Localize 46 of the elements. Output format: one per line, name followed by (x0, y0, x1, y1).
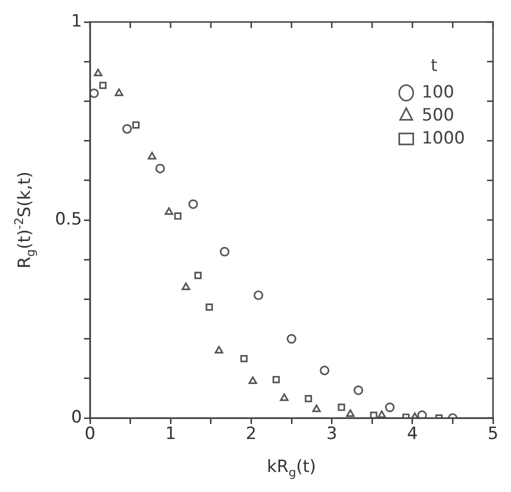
legend-label: 1000 (422, 128, 465, 148)
point (248, 376, 258, 384)
y-tick-label: 0 (71, 407, 82, 428)
point (272, 376, 280, 384)
point (378, 410, 386, 418)
y-tick-label: 0.5 (54, 209, 82, 230)
point (174, 212, 182, 220)
point (188, 199, 198, 209)
x-tick-label: 3 (326, 424, 338, 444)
x-tick-label: 0 (84, 424, 96, 444)
point (254, 290, 264, 300)
point (182, 282, 190, 290)
y-axis-title: Rg(t)-2S(k,t) (12, 171, 38, 269)
point (164, 207, 174, 215)
x-tick-label: 1 (165, 424, 176, 444)
point (370, 412, 378, 418)
point (304, 394, 312, 402)
point (417, 410, 427, 418)
point (90, 88, 99, 98)
point (338, 404, 346, 411)
point (132, 121, 140, 129)
point (354, 385, 364, 396)
x-tick-label: 4 (406, 424, 418, 444)
point (346, 409, 355, 417)
point (114, 88, 124, 96)
point (155, 164, 165, 174)
x-tick-label: 2 (246, 424, 257, 444)
point (94, 68, 102, 76)
legend-title: t (430, 56, 438, 76)
point (220, 246, 230, 256)
point (286, 334, 296, 344)
point (385, 402, 395, 412)
point (206, 303, 213, 311)
point (320, 366, 330, 376)
point (122, 124, 132, 134)
y-tick-label: 1 (71, 11, 82, 32)
point (312, 404, 321, 412)
point (99, 82, 107, 89)
x-tick-label: 5 (488, 424, 498, 444)
point (214, 346, 224, 354)
point (194, 272, 202, 280)
point (240, 354, 248, 362)
legend-label: 500 (422, 105, 454, 126)
legend-label: 100 (422, 82, 454, 102)
point (148, 152, 156, 160)
point (280, 393, 289, 401)
